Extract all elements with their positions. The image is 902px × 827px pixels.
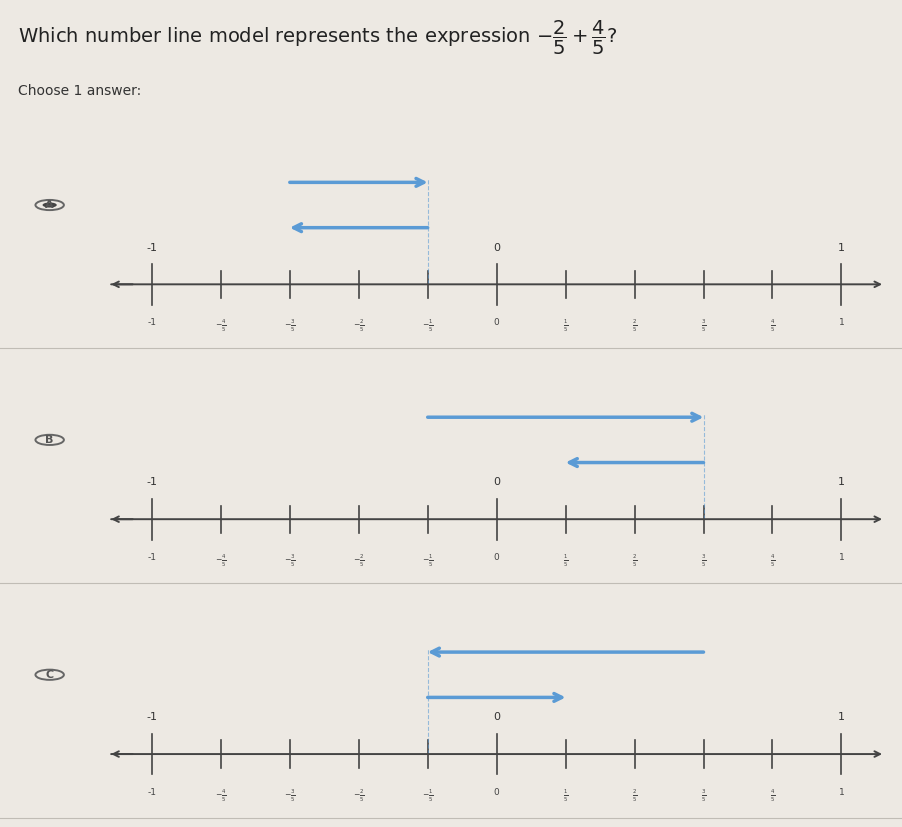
Text: $-\frac{3}{5}$: $-\frac{3}{5}$ xyxy=(283,788,295,804)
Text: -1: -1 xyxy=(147,553,156,562)
Text: -1: -1 xyxy=(146,242,157,252)
Text: 0: 0 xyxy=(492,712,500,722)
Text: -1: -1 xyxy=(147,318,156,327)
Text: $\frac{4}{5}$: $\frac{4}{5}$ xyxy=(769,788,774,804)
Text: $\frac{3}{5}$: $\frac{3}{5}$ xyxy=(700,318,705,334)
Text: $\frac{1}{5}$: $\frac{1}{5}$ xyxy=(562,553,567,569)
Text: 0: 0 xyxy=(493,318,499,327)
Text: $\frac{2}{5}$: $\frac{2}{5}$ xyxy=(631,788,637,804)
Text: $-\frac{3}{5}$: $-\frac{3}{5}$ xyxy=(283,318,295,334)
Text: $-\frac{4}{5}$: $-\frac{4}{5}$ xyxy=(215,318,226,334)
Text: $-\frac{4}{5}$: $-\frac{4}{5}$ xyxy=(215,788,226,804)
Text: $\frac{2}{5}$: $\frac{2}{5}$ xyxy=(631,553,637,569)
Text: 1: 1 xyxy=(837,477,844,487)
Text: $-\frac{2}{5}$: $-\frac{2}{5}$ xyxy=(353,788,364,804)
Ellipse shape xyxy=(42,203,57,208)
Text: $-\frac{1}{5}$: $-\frac{1}{5}$ xyxy=(421,553,433,569)
Text: C: C xyxy=(46,670,53,680)
Text: 0: 0 xyxy=(492,242,500,252)
Text: $\frac{3}{5}$: $\frac{3}{5}$ xyxy=(700,788,705,804)
Text: $-\frac{1}{5}$: $-\frac{1}{5}$ xyxy=(421,788,433,804)
Text: -1: -1 xyxy=(146,477,157,487)
Text: 0: 0 xyxy=(493,553,499,562)
Text: 1: 1 xyxy=(837,712,844,722)
Text: $-\frac{4}{5}$: $-\frac{4}{5}$ xyxy=(215,553,226,569)
Text: 1: 1 xyxy=(838,318,843,327)
Text: Which number line model represents the expression $-\dfrac{2}{5}+\dfrac{4}{5}$?: Which number line model represents the e… xyxy=(18,18,617,57)
Text: $\frac{4}{5}$: $\frac{4}{5}$ xyxy=(769,318,774,334)
Text: -1: -1 xyxy=(146,712,157,722)
Text: Choose 1 answer:: Choose 1 answer: xyxy=(18,84,141,98)
Text: $\frac{3}{5}$: $\frac{3}{5}$ xyxy=(700,553,705,569)
Text: $\frac{4}{5}$: $\frac{4}{5}$ xyxy=(769,553,774,569)
Text: 1: 1 xyxy=(837,242,844,252)
Text: $\frac{1}{5}$: $\frac{1}{5}$ xyxy=(562,318,567,334)
Text: 1: 1 xyxy=(838,553,843,562)
Text: A: A xyxy=(45,200,54,210)
Text: 1: 1 xyxy=(838,788,843,797)
Text: $-\frac{2}{5}$: $-\frac{2}{5}$ xyxy=(353,553,364,569)
Text: -1: -1 xyxy=(147,788,156,797)
Text: B: B xyxy=(45,435,54,445)
Text: $-\frac{1}{5}$: $-\frac{1}{5}$ xyxy=(421,318,433,334)
Text: 0: 0 xyxy=(493,788,499,797)
Text: 0: 0 xyxy=(492,477,500,487)
Text: $-\frac{3}{5}$: $-\frac{3}{5}$ xyxy=(283,553,295,569)
Text: $\frac{1}{5}$: $\frac{1}{5}$ xyxy=(562,788,567,804)
Text: $\frac{2}{5}$: $\frac{2}{5}$ xyxy=(631,318,637,334)
Text: $-\frac{2}{5}$: $-\frac{2}{5}$ xyxy=(353,318,364,334)
